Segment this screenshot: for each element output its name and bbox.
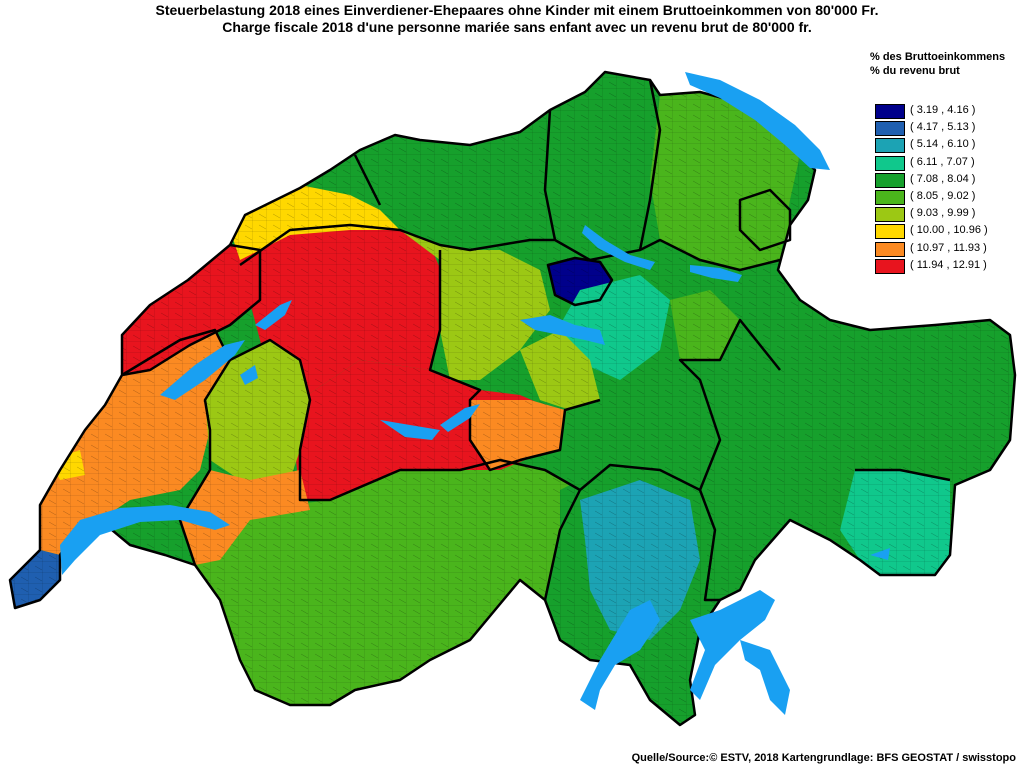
legend-class: ( 11.94 , 12.91 ): [870, 257, 1020, 274]
legend-class: ( 8.05 , 9.02 ): [870, 188, 1020, 205]
lake-zurich: [582, 225, 655, 270]
legend-swatch: [875, 207, 905, 223]
legend-label: ( 3.19 , 4.16 ): [910, 104, 976, 116]
lake-como: [740, 640, 790, 715]
lakes: [60, 72, 890, 715]
legend-class: ( 3.19 , 4.16 ): [870, 102, 1020, 119]
legend-class: ( 7.08 , 8.04 ): [870, 171, 1020, 188]
legend-swatch: [875, 258, 905, 274]
lake-sils: [870, 548, 890, 560]
legend-items: ( 3.19 , 4.16 ) ( 4.17 , 5.13 ) ( 5.14 , 6…: [870, 102, 1020, 274]
legend-swatch: [875, 224, 905, 240]
legend-swatch: [875, 138, 905, 154]
legend-label: ( 7.08 , 8.04 ): [910, 172, 976, 185]
legend-class: ( 4.17 , 5.13 ): [870, 119, 1020, 137]
legend-swatch: [875, 121, 905, 137]
map-title: Steuerbelastung 2018 eines Einverdiener-…: [0, 2, 1024, 36]
lake-brienz: [440, 404, 480, 432]
legend-label: ( 8.05 , 9.02 ): [910, 189, 976, 202]
title-french: Charge fiscale 2018 d'une personne marié…: [222, 19, 812, 35]
title-german: Steuerbelastung 2018 eines Einverdiener-…: [155, 2, 879, 18]
legend-swatch: [875, 172, 905, 188]
legend-swatch: [875, 104, 905, 119]
legend-label: ( 9.03 , 9.99 ): [910, 207, 976, 220]
lake-walensee: [690, 265, 742, 282]
lake-neuchatel: [160, 340, 245, 400]
legend-class: ( 10.00 , 10.96 ): [870, 222, 1020, 240]
lake-thun: [380, 420, 440, 440]
legend-label: ( 11.94 , 12.91 ): [910, 258, 987, 271]
legend-label: ( 10.00 , 10.96 ): [910, 224, 988, 237]
lake-geneva: [60, 505, 230, 575]
lake-biel: [255, 300, 292, 330]
lake-murten: [240, 365, 258, 385]
legend-title-german: % des Bruttoeinkommens: [870, 51, 1006, 63]
legend-label: ( 6.11 , 7.07 ): [910, 155, 975, 168]
legend-swatch: [875, 155, 905, 171]
lake-maggiore: [580, 600, 660, 710]
source-credit: Quelle/Source:© ESTV, 2018 Kartengrundla…: [631, 752, 1016, 764]
lake-lugano: [690, 590, 775, 700]
legend-swatch: [875, 241, 905, 257]
canton-borders: [8, 70, 1017, 727]
legend-label: ( 4.17 , 5.13 ): [910, 121, 976, 134]
legend-class: ( 10.97 , 11.93 ): [870, 240, 1020, 257]
legend-class: ( 9.03 , 9.99 ): [870, 205, 1020, 223]
legend-class: ( 5.14 , 6.10 ): [870, 136, 1020, 154]
legend: % des Bruttoeinkommens % du revenu brut …: [870, 50, 1020, 274]
legend-class: ( 6.11 , 7.07 ): [870, 154, 1020, 171]
legend-label: ( 10.97 , 11.93 ): [910, 241, 987, 254]
legend-label: ( 5.14 , 6.10 ): [910, 138, 976, 151]
legend-title-french: % du revenu brut: [870, 65, 960, 77]
lake-lucerne: [520, 315, 605, 345]
lake-constance: [685, 72, 830, 170]
legend-swatch: [875, 189, 905, 205]
